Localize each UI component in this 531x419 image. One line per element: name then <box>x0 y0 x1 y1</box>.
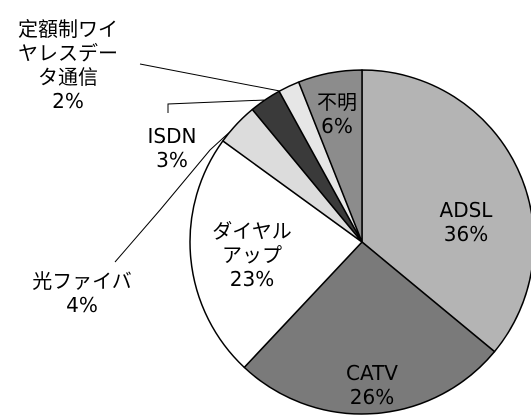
pie-slice <box>297 69 363 243</box>
category-name: 定額制ワイヤレスデータ通信 <box>18 17 118 89</box>
slice-label: 光ファイバ 4% <box>32 269 132 317</box>
value-label: 4% <box>66 293 98 317</box>
value-label: 23% <box>229 267 275 291</box>
slice-label: ISDN 3% <box>132 124 212 172</box>
leader-line <box>167 99 266 113</box>
pie-slice <box>189 139 364 369</box>
value-label: 6% <box>321 114 353 138</box>
slice-label: 不明 6% <box>317 90 357 138</box>
category-name: ダイヤルアップ <box>212 219 292 267</box>
pie-slice <box>243 240 496 415</box>
value-label: 26% <box>349 385 395 409</box>
category-name: ADSL <box>439 198 493 222</box>
category-name: CATV <box>346 361 398 385</box>
category-name: 光ファイバ <box>32 269 132 293</box>
value-label: 3% <box>156 148 188 172</box>
category-name: 不明 <box>317 90 357 114</box>
slice-label: 定額制ワイヤレスデータ通信 2% <box>18 17 118 113</box>
value-label: 36% <box>443 222 489 246</box>
category-name: ISDN <box>147 124 197 148</box>
slice-label: ADSL 36% <box>426 198 506 246</box>
leader-line <box>139 63 286 93</box>
pie-slice <box>361 69 531 353</box>
value-label: 2% <box>52 89 84 113</box>
slice-label: CATV 26% <box>332 361 412 409</box>
slice-label: ダイヤルアップ 23% <box>212 219 292 291</box>
